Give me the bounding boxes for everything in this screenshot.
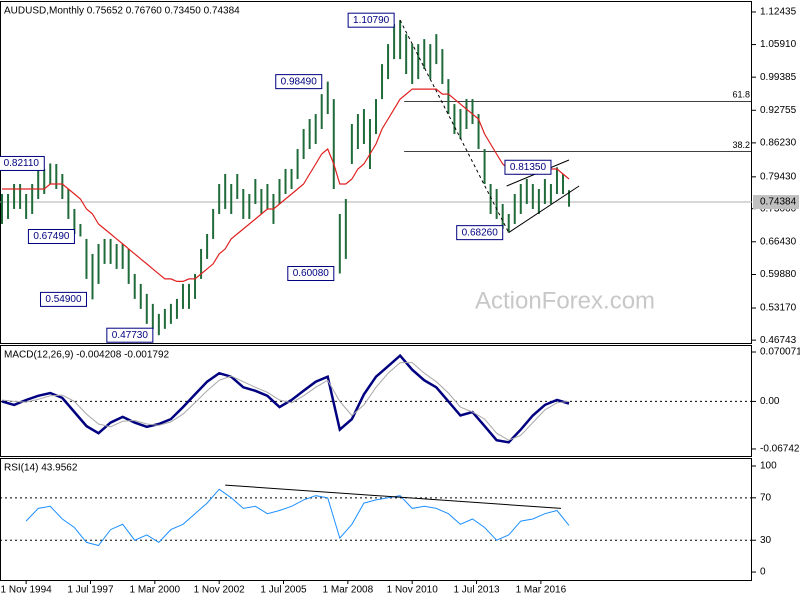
price-label: 0.60080 <box>293 268 330 279</box>
y-tick-label: 0.86230 <box>760 138 797 149</box>
fib-label: 61.8 <box>732 90 750 100</box>
last-price-label: 0.74384 <box>760 197 797 208</box>
x-tick-label: 1 Jul 2013 <box>453 585 500 596</box>
y-tick-label: 0.99385 <box>760 72 797 83</box>
moving-average <box>2 88 570 282</box>
price-label: 0.81350 <box>510 162 547 173</box>
y-tick-label: 0.070071 <box>760 347 800 358</box>
y-tick-label: 70 <box>760 492 772 503</box>
x-tick-label: 1 Mar 2008 <box>323 585 374 596</box>
indicator-line <box>25 488 570 547</box>
y-tick-label: 0.53170 <box>760 303 797 314</box>
price-label-box <box>0 155 45 171</box>
trend-line <box>225 484 562 509</box>
price-label: 0.68260 <box>462 227 499 238</box>
price-label-box <box>27 228 75 244</box>
trend-line <box>399 19 510 233</box>
y-tick-label: 0.92755 <box>760 105 797 116</box>
y-tick-label: 0.79430 <box>760 171 797 182</box>
x-tick-label: 1 Mar 2016 <box>516 585 567 596</box>
price-label: 0.98490 <box>281 76 318 87</box>
x-tick-label: 1 Nov 2010 <box>387 585 439 596</box>
panel-title: MACD(12,26,9) -0.004208 -0.001792 <box>4 350 170 361</box>
y-tick-label: 0.59880 <box>760 269 797 280</box>
y-tick-label: -0.067423 <box>760 444 800 455</box>
x-tick-label: 1 Jul 1997 <box>67 585 114 596</box>
price-label-box <box>275 74 323 90</box>
price-label: 0.82110 <box>4 158 40 169</box>
price-label: 0.54900 <box>45 294 82 305</box>
trend-line <box>508 185 580 234</box>
y-tick-label: 0.66430 <box>760 236 797 247</box>
indicator-line <box>1 362 570 441</box>
price-label: 1.10790 <box>353 15 390 26</box>
y-tick-label: 0.00 <box>760 396 780 407</box>
y-tick-label: 0.46743 <box>760 335 797 346</box>
price-label-box <box>504 159 552 175</box>
panel-title: AUDUSD,Monthly 0.75652 0.76760 0.73450 0… <box>4 6 240 17</box>
x-tick-label: 1 Jul 2005 <box>260 585 307 596</box>
price-label-box <box>106 327 154 343</box>
price-label-box <box>347 12 395 28</box>
price-panel <box>0 1 752 344</box>
x-tick-label: 1 Mar 2000 <box>130 585 181 596</box>
x-tick-label: 1 Nov 1994 <box>1 585 53 596</box>
last-price-box <box>753 195 799 210</box>
y-tick-label: 1.12435 <box>760 7 797 18</box>
rsi-panel <box>0 458 752 581</box>
fib-label: 38.2 <box>732 140 750 150</box>
price-label-box <box>287 266 335 282</box>
price-label-box <box>39 291 87 307</box>
y-tick-label: 1.05910 <box>760 39 797 50</box>
x-tick-label: 1 Nov 2002 <box>194 585 246 596</box>
price-label-box <box>456 225 504 241</box>
indicator-line <box>1 353 570 444</box>
price-label: 0.67490 <box>33 231 70 242</box>
y-tick-label: 30 <box>760 535 772 546</box>
y-tick-label: 0 <box>760 567 766 578</box>
panel-title: RSI(14) 43.9562 <box>4 463 78 474</box>
price-label: 0.47730 <box>112 330 149 341</box>
y-tick-label: 100 <box>760 461 777 472</box>
watermark: ActionForex.com <box>475 287 655 314</box>
